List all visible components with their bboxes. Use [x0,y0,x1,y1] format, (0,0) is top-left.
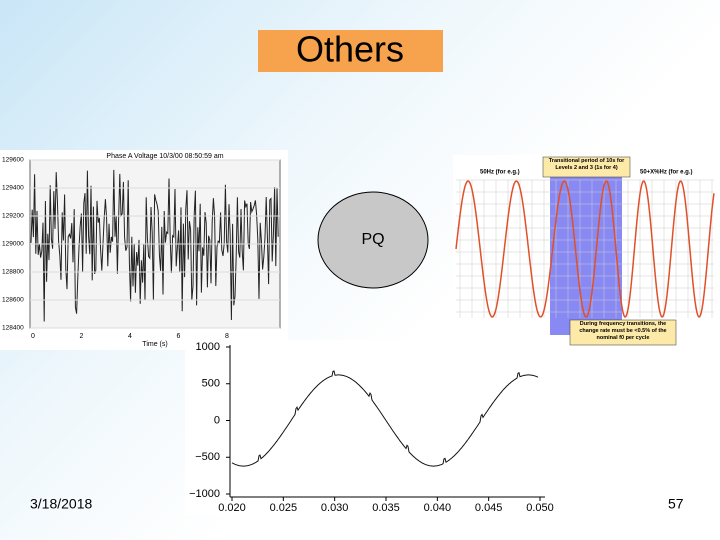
waveform-x-tick-label: 0.035 [372,502,400,514]
voltage-y-tick: 128600 [2,297,24,304]
slide-date: 3/18/2018 [30,496,92,512]
voltage-x-tick: 0 [31,333,35,340]
bottom-note-text: During frequency transitions, the change… [579,321,667,341]
title-box [258,30,443,72]
waveform-y-tick-label: 500 [202,378,220,390]
voltage-x-tick: 8 [225,333,229,340]
bottom-note: During frequency transitions, the change… [579,321,667,341]
bottom-note-box [569,319,677,346]
band-note: Transitional period of 10s for Levels 2 … [548,158,625,171]
page-number: 57 [668,496,684,512]
waveform-x-tick-label: 0.030 [321,502,349,514]
voltage-trace [30,169,279,322]
voltage-y-tick: 129000 [2,241,24,248]
waveform-x-tick-label: 0.040 [424,502,452,514]
band-note-text: Transitional period of 10s for Levels 2 … [548,158,625,171]
waveform-y-tick-label: −500 [195,451,220,463]
frequency-grid [456,179,714,318]
waveform-x-tick-label: 0.050 [526,502,554,514]
slide-title: Others [296,29,404,70]
waveform-x-tick-label: 0.045 [475,502,503,514]
waveform-y-tick-label: 0 [214,414,220,426]
right-freq-label: 50+X%Hz (for e.g.) [640,170,693,176]
waveform-y-tick-label: −1000 [189,488,220,500]
voltage-y-tick: 128400 [2,325,24,332]
waveform-x-tick-label: 0.020 [218,502,246,514]
voltage-title: Phase A Voltage 10/3/00 08:50:59 am [106,153,223,160]
left-freq-label: 50Hz (for e.g.) [480,170,520,176]
frequency-wave [455,180,715,319]
waveform-figure [185,340,551,516]
waveform-x-tick-label: 0.025 [270,502,298,514]
voltage-x-tick: 6 [177,333,181,340]
voltage-y-tick: 129600 [2,157,24,164]
voltage-x-tick: 2 [80,333,84,340]
pq-ellipse [317,191,429,289]
voltage-y-tick: 129400 [2,185,24,192]
pq-label: PQ [361,231,384,248]
waveform-y-tick-label: 1000 [196,341,220,353]
band-note-box [542,156,631,178]
voltage-x-tick: 4 [128,333,132,340]
voltage-x-label: Time (s) [142,341,167,348]
waveform-trace [231,370,539,467]
voltage-y-tick: 128800 [2,269,24,276]
voltage-y-tick: 129200 [2,213,24,220]
